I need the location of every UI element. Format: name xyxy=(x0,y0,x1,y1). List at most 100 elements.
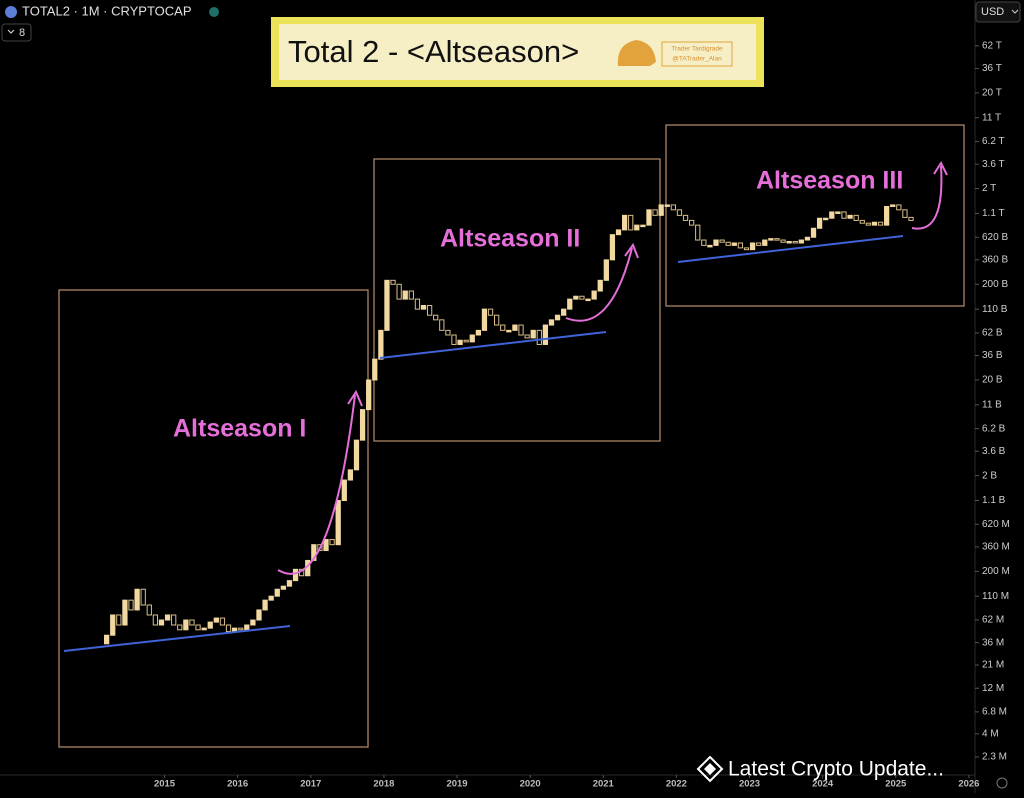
candle-body xyxy=(554,314,561,321)
arrow-head xyxy=(933,160,948,176)
arrow xyxy=(565,247,633,322)
candle-body xyxy=(884,205,890,226)
y-tick-label: 200 M xyxy=(982,566,1010,577)
y-tick-label: 62 T xyxy=(982,41,1002,52)
trend-line xyxy=(677,235,904,263)
y-tick-label: 6.2 B xyxy=(982,423,1006,434)
candle-body xyxy=(463,339,469,343)
y-tick-label: 12 M xyxy=(982,683,1004,694)
candle-body xyxy=(561,308,567,316)
candle-body xyxy=(597,279,603,292)
candle-body xyxy=(158,619,165,626)
candle-body xyxy=(128,599,134,611)
candle-body xyxy=(768,238,774,241)
candle-body xyxy=(719,239,725,243)
candle-body xyxy=(615,229,622,236)
y-tick-label: 2 B xyxy=(982,470,997,481)
candle-body xyxy=(408,290,414,300)
x-tick-label: 2019 xyxy=(446,779,467,790)
candle-body xyxy=(646,209,652,226)
banner-body xyxy=(279,24,756,80)
candle-body xyxy=(823,217,829,221)
candle-body xyxy=(122,599,128,626)
candle-body xyxy=(116,614,122,626)
symbol-logo xyxy=(5,6,17,18)
candle-body xyxy=(634,224,640,231)
candle-body xyxy=(250,619,256,626)
y-tick-label: 110 M xyxy=(982,591,1009,602)
indicator-toggle[interactable] xyxy=(1,23,32,42)
candle-body xyxy=(238,627,244,631)
candle-body xyxy=(378,329,384,360)
range-box xyxy=(58,289,369,748)
candle-body xyxy=(877,221,884,226)
annotation: Altseason II xyxy=(440,225,580,253)
status-dot xyxy=(209,7,219,17)
candle-body xyxy=(591,290,597,300)
candle-body xyxy=(426,305,433,316)
candle-body xyxy=(104,634,110,645)
candle-body xyxy=(457,339,463,345)
currency-button[interactable] xyxy=(975,1,1021,23)
candle-body xyxy=(841,211,847,219)
candle-body xyxy=(353,439,360,471)
candle-body xyxy=(780,239,786,243)
candle-body xyxy=(774,238,780,241)
candle-body xyxy=(494,314,500,326)
candle-body xyxy=(359,409,366,441)
candle-body xyxy=(433,314,439,321)
settings-icon[interactable] xyxy=(996,777,1008,789)
y-tick-label: 11 T xyxy=(982,112,1001,123)
y-tick-label: 62 M xyxy=(982,615,1004,626)
candle-body xyxy=(737,242,744,249)
brand-handle: @TATrader_Alan xyxy=(672,56,722,63)
candle-body xyxy=(189,619,195,626)
y-tick-label: 36 B xyxy=(982,350,1003,361)
candle-body xyxy=(134,588,140,611)
range-box xyxy=(665,124,965,307)
y-tick-label: 36 M xyxy=(982,637,1004,648)
x-tick-label: 2021 xyxy=(593,779,615,790)
y-tick-label: 620 M xyxy=(982,519,1010,530)
banner-title: Total 2 - <Altseason> xyxy=(288,34,579,69)
candle-body xyxy=(225,624,232,633)
candle-body xyxy=(573,295,579,300)
y-tick-label: 200 B xyxy=(982,279,1008,290)
y-tick-label: 21 M xyxy=(982,660,1004,671)
candle-body xyxy=(682,214,689,221)
y-tick-label: 1.1 B xyxy=(982,495,1006,506)
y-tick-label: 1.1 T xyxy=(982,208,1005,219)
candle-body xyxy=(366,379,372,411)
candle-body xyxy=(536,329,542,345)
y-tick-label: 620 B xyxy=(982,232,1008,243)
candle-body xyxy=(542,324,549,345)
y-tick-label: 62 B xyxy=(982,328,1003,339)
candle-body xyxy=(219,617,226,626)
candle-body xyxy=(439,319,445,331)
watermark-icon xyxy=(704,763,716,775)
candle-body xyxy=(853,214,859,221)
candle-body xyxy=(530,329,536,339)
y-tick-label: 6.8 M xyxy=(982,707,1007,718)
y-tick-label: 36 T xyxy=(982,63,1002,74)
candle-body xyxy=(871,221,878,226)
candle-body xyxy=(280,585,286,590)
candle-body xyxy=(347,469,354,481)
y-tick-label: 360 M xyxy=(982,542,1010,553)
plot-area xyxy=(104,204,914,645)
candle-body xyxy=(481,308,488,331)
candle-body xyxy=(792,240,798,244)
arrow-head xyxy=(624,242,639,259)
candle-body xyxy=(146,604,152,616)
currency-label: USD xyxy=(981,6,1004,18)
candle-body xyxy=(390,279,396,285)
candle-body xyxy=(152,614,159,626)
x-tick-label: 2022 xyxy=(666,779,687,790)
x-tick-label: 2025 xyxy=(885,779,907,790)
candle-body xyxy=(335,500,341,546)
candle-body xyxy=(701,239,707,246)
candle-body xyxy=(341,479,347,502)
candle-body xyxy=(201,627,207,631)
candle-body xyxy=(500,324,506,331)
candle-body xyxy=(274,588,280,597)
